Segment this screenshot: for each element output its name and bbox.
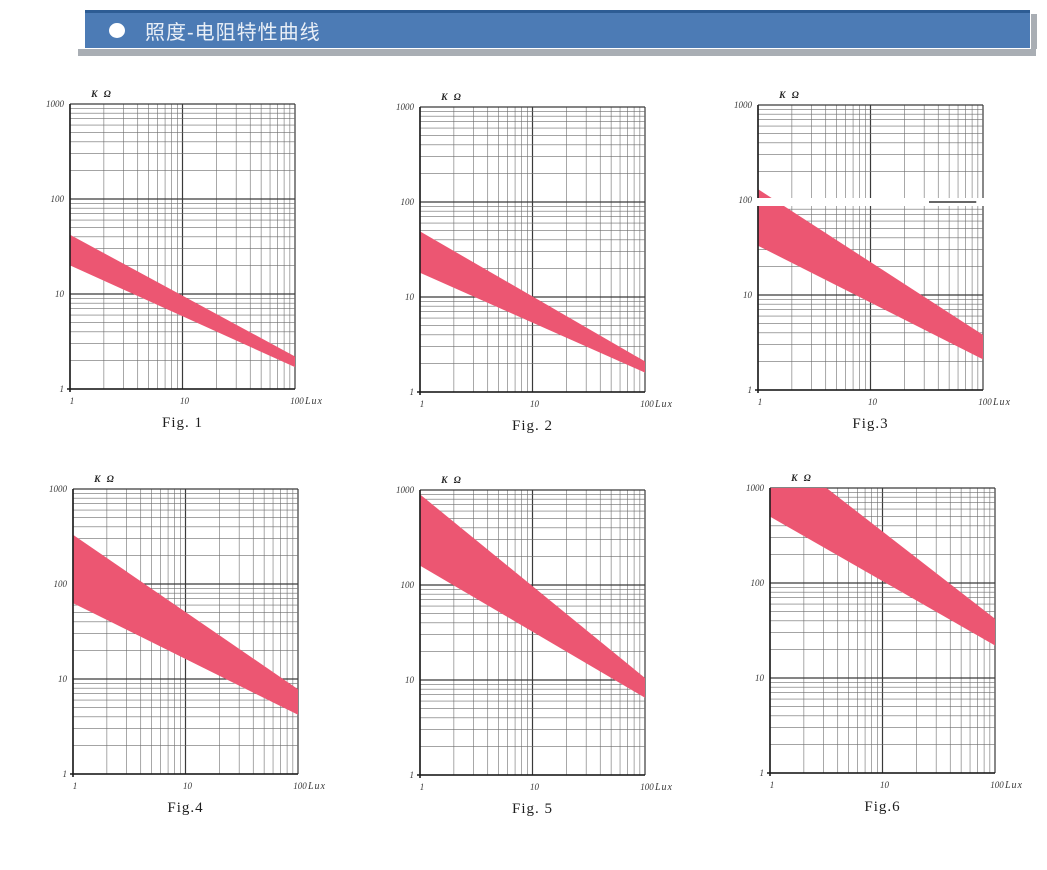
x-tick-label: 100 bbox=[640, 399, 654, 409]
y-tick-label: 1000 bbox=[734, 100, 753, 110]
y-tick-label: 10 bbox=[55, 289, 65, 299]
y-tick-label: 1000 bbox=[46, 99, 65, 109]
resistance-tolerance-band bbox=[420, 494, 645, 698]
figure-5-chart: 1 10 100 1000 1 10 100 K Ω Lux Fig. 5 bbox=[396, 476, 673, 817]
x-axis-unit-label: Lux bbox=[654, 782, 673, 793]
x-axis-unit-label: Lux bbox=[992, 397, 1011, 408]
y-tick-label: 1000 bbox=[746, 483, 765, 493]
figure-1-chart: 1 10 100 1000 1 10 100 K Ω Lux Fig. 1 bbox=[46, 90, 323, 431]
banner-shadow bbox=[1031, 14, 1037, 49]
x-tick-label: 1 bbox=[420, 782, 425, 792]
page-title: 照度-电阻特性曲线 bbox=[145, 22, 321, 44]
figure-caption: Fig.4 bbox=[167, 800, 203, 816]
figure-3-chart: 1 10 100 1000 1 10 100 K Ω Lux Fig.3 bbox=[734, 91, 1011, 432]
y-axis-unit-label: K Ω bbox=[790, 474, 813, 484]
y-tick-label: 1 bbox=[63, 769, 68, 779]
y-tick-label: 1 bbox=[748, 385, 753, 395]
y-tick-label: 1 bbox=[760, 768, 765, 778]
resistance-tolerance-band bbox=[73, 534, 298, 715]
x-tick-label: 100 bbox=[990, 780, 1004, 790]
section-header-banner: 照度-电阻特性曲线 bbox=[85, 10, 1030, 48]
y-tick-label: 10 bbox=[743, 290, 753, 300]
x-tick-label: 1 bbox=[758, 397, 763, 407]
figure-6-chart: 1 10 100 1000 1 10 100 K Ω Lux Fig.6 bbox=[746, 474, 1023, 815]
y-tick-label: 1 bbox=[410, 770, 415, 780]
y-tick-label: 10 bbox=[755, 673, 765, 683]
figure-2-chart: 1 10 100 1000 1 10 100 K Ω Lux Fig. 2 bbox=[396, 93, 673, 434]
banner-shadow bbox=[78, 49, 1036, 56]
y-tick-label: 100 bbox=[401, 580, 415, 590]
y-axis-unit-label: K Ω bbox=[90, 90, 113, 100]
y-axis-unit-label: K Ω bbox=[93, 475, 116, 485]
figure-caption: Fig. 1 bbox=[162, 415, 203, 431]
figure-caption: Fig. 2 bbox=[512, 418, 553, 434]
figure-caption: Fig. 5 bbox=[512, 801, 553, 817]
x-tick-label: 1 bbox=[770, 780, 775, 790]
x-tick-label: 10 bbox=[180, 396, 190, 406]
y-axis-unit-label: K Ω bbox=[440, 93, 463, 103]
x-tick-label: 10 bbox=[183, 781, 193, 791]
figure-caption: Fig.6 bbox=[864, 799, 900, 815]
y-tick-label: 1000 bbox=[49, 484, 68, 494]
y-tick-label: 1 bbox=[60, 384, 65, 394]
scan-artifact-white-stripe bbox=[756, 198, 985, 206]
y-axis-unit-label: K Ω bbox=[778, 91, 801, 101]
x-tick-label: 10 bbox=[868, 397, 878, 407]
y-tick-label: 1000 bbox=[396, 102, 415, 112]
x-tick-label: 10 bbox=[880, 780, 890, 790]
x-tick-label: 1 bbox=[70, 396, 75, 406]
x-tick-label: 100 bbox=[293, 781, 307, 791]
y-tick-label: 1000 bbox=[396, 485, 415, 495]
resistance-tolerance-band bbox=[770, 488, 995, 646]
y-tick-label: 10 bbox=[58, 674, 68, 684]
x-tick-label: 1 bbox=[420, 399, 425, 409]
y-axis-unit-label: K Ω bbox=[440, 476, 463, 486]
x-axis-unit-label: Lux bbox=[654, 399, 673, 410]
y-tick-label: 1 bbox=[410, 387, 415, 397]
y-tick-label: 100 bbox=[51, 194, 65, 204]
y-tick-label: 100 bbox=[54, 579, 68, 589]
x-tick-label: 1 bbox=[73, 781, 78, 791]
resistance-tolerance-band bbox=[70, 234, 295, 368]
x-axis-unit-label: Lux bbox=[304, 396, 323, 407]
x-tick-label: 100 bbox=[978, 397, 992, 407]
y-tick-label: 10 bbox=[405, 675, 415, 685]
x-tick-label: 10 bbox=[530, 399, 540, 409]
x-tick-label: 10 bbox=[530, 782, 540, 792]
resistance-tolerance-band bbox=[420, 231, 645, 373]
figure-4-chart: 1 10 100 1000 1 10 100 K Ω Lux Fig.4 bbox=[49, 475, 326, 816]
y-tick-label: 100 bbox=[401, 197, 415, 207]
circle-bullet-icon bbox=[109, 23, 125, 38]
x-axis-unit-label: Lux bbox=[307, 781, 326, 792]
x-tick-label: 100 bbox=[290, 396, 304, 406]
x-axis-unit-label: Lux bbox=[1004, 780, 1023, 791]
figure-caption: Fig.3 bbox=[852, 416, 888, 432]
x-tick-label: 100 bbox=[640, 782, 654, 792]
y-tick-label: 10 bbox=[405, 292, 415, 302]
resistance-tolerance-band bbox=[758, 189, 983, 360]
y-tick-label: 100 bbox=[751, 578, 765, 588]
y-tick-label: 100 bbox=[739, 195, 753, 205]
